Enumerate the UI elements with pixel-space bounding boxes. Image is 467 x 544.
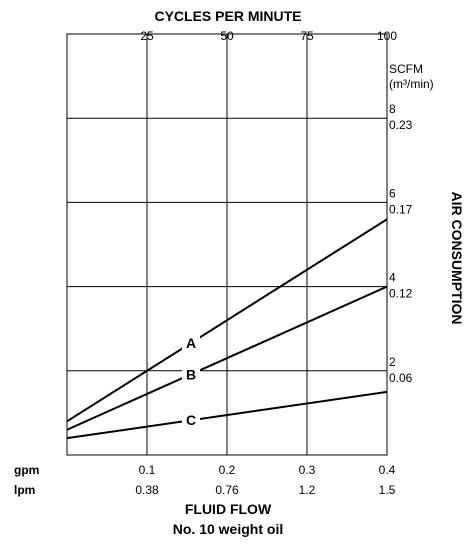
y-tick-m3: 0.17 — [389, 202, 413, 216]
x-tick-gpm: 0.1 — [139, 463, 156, 477]
chart-title: CYCLES PER MINUTE — [154, 8, 301, 24]
x-axis-label: FLUID FLOW — [185, 501, 272, 517]
y-tick-scfm: 8 — [389, 102, 396, 116]
x-tick-lpm: 1.5 — [379, 483, 396, 497]
x-tick-lpm: 1.2 — [299, 483, 316, 497]
chart-subtitle: No. 10 weight oil — [173, 521, 283, 537]
plot-area: AB C — [66, 218, 388, 440]
chart-grid — [66, 33, 388, 456]
y-tick-scfm: 4 — [389, 271, 396, 285]
bottom-axis-ticks: 0.1 0.38 0.2 0.76 0.3 1.2 0.4 1.5 — [135, 463, 395, 497]
y-tick-m3: 0.23 — [389, 118, 413, 132]
series-line-c — [66, 390, 388, 440]
x-unit-lpm: lpm — [14, 483, 35, 497]
series-label-b: B — [186, 366, 196, 382]
x-unit-gpm: gpm — [14, 463, 39, 477]
series-line-b — [66, 285, 388, 431]
top-axis-ticks: 25 50 75 100 — [140, 29, 397, 43]
series-line-a — [66, 218, 388, 423]
y-axis-label: AIR CONSUMPTION — [449, 192, 465, 325]
series-label-bg — [182, 411, 200, 430]
series-label-bg — [182, 334, 200, 353]
y-unit-scfm: SCFM — [389, 62, 423, 76]
x-tick-gpm: 0.4 — [379, 463, 396, 477]
right-axis-ticks: 2 0.06 4 0.12 6 0.17 8 0.23 — [389, 102, 413, 385]
x-tick-gpm: 0.2 — [219, 463, 236, 477]
x-tick-gpm: 0.3 — [299, 463, 316, 477]
y-tick-scfm: 6 — [389, 186, 396, 200]
x-tick-lpm: 0.76 — [215, 483, 239, 497]
y-tick-m3: 0.06 — [389, 371, 413, 385]
series-label-a: A — [186, 335, 196, 351]
y-tick-scfm: 2 — [389, 355, 396, 369]
y-tick-m3: 0.12 — [389, 287, 413, 301]
x-tick-lpm: 0.38 — [135, 483, 159, 497]
series-label-c: C — [186, 412, 196, 428]
series-label-bg — [182, 365, 200, 384]
y-unit-m3: (m³/min) — [389, 77, 434, 91]
